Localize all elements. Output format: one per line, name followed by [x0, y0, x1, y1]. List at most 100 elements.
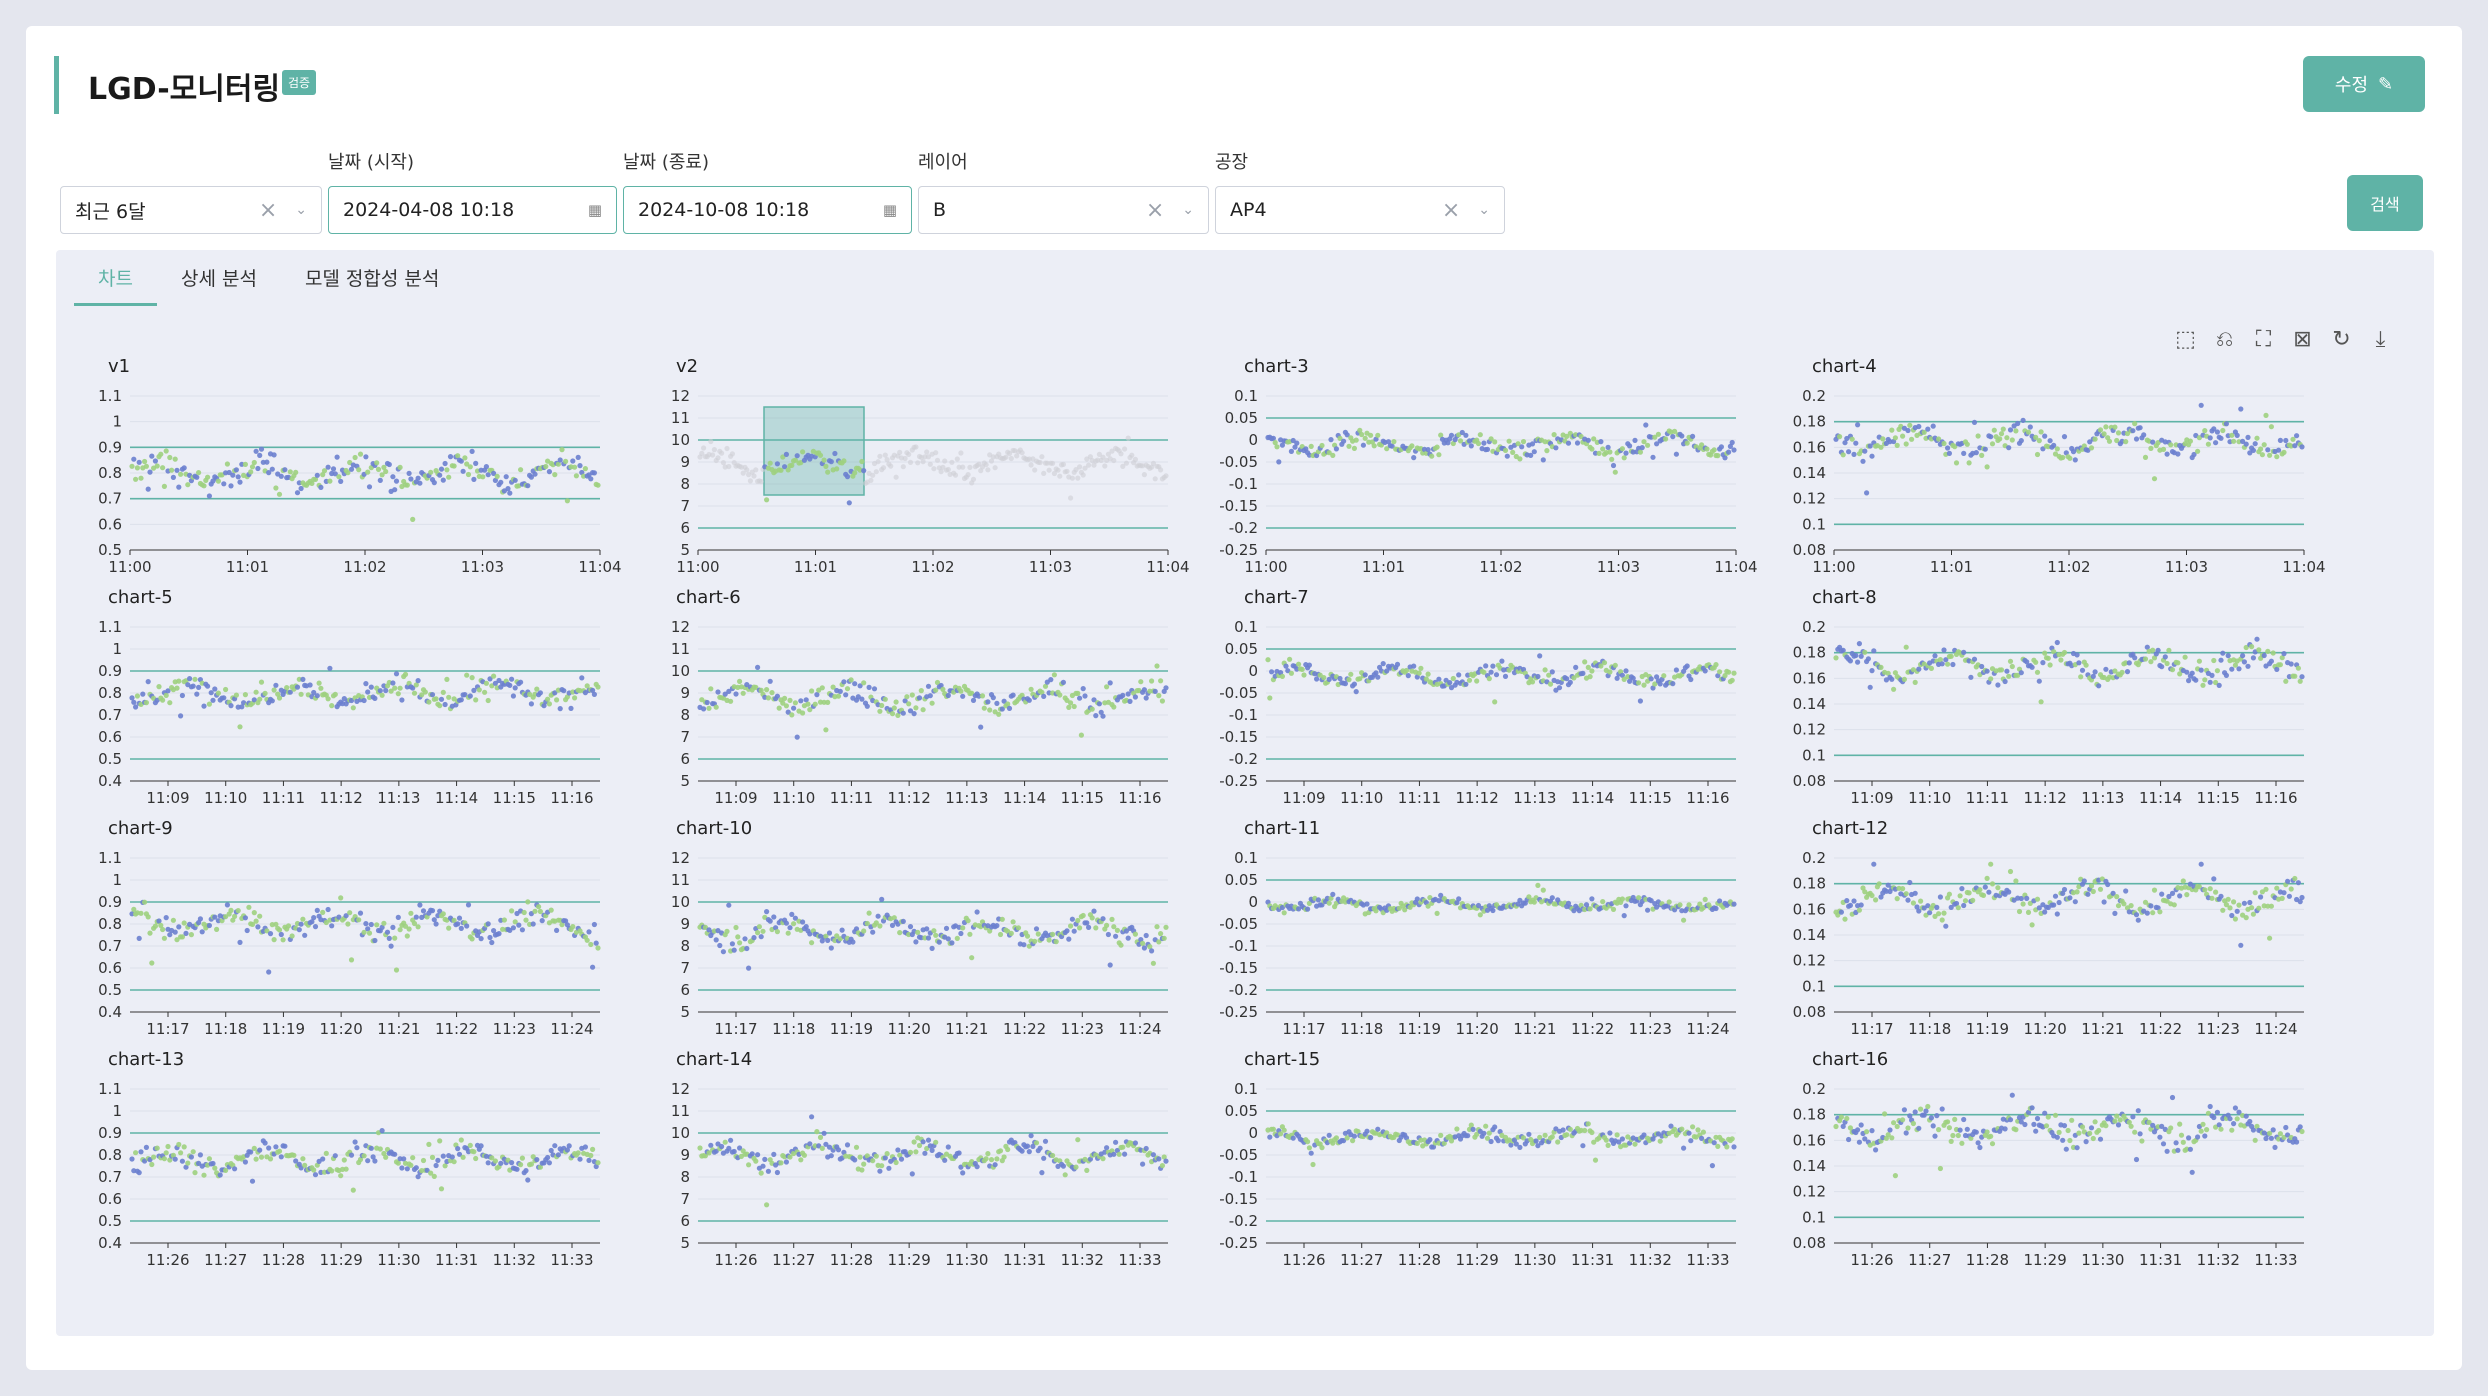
point-series-a — [850, 939, 856, 945]
point-series-a — [907, 459, 914, 465]
zoom-back-icon[interactable]: ⎌ — [2215, 327, 2234, 352]
point-series-b — [1438, 1132, 1444, 1138]
point-series-b — [489, 1155, 495, 1161]
point-series-b — [223, 686, 229, 693]
point-series-b — [1158, 467, 1164, 473]
point-series-b — [554, 697, 560, 703]
point-series-a — [429, 692, 436, 698]
zoom-icon[interactable]: ⬚ — [2175, 327, 2196, 352]
point-series-b — [1348, 671, 1354, 677]
tab-detail-analysis[interactable]: 상세 분석 — [180, 268, 257, 290]
y-tick-label: 0.16 — [1793, 438, 1826, 456]
point-series-b — [1892, 1173, 1898, 1179]
x-tick-label: 11:31 — [1571, 1251, 1614, 1269]
point-series-a — [206, 922, 212, 929]
download-icon[interactable]: ⤓ — [2375, 327, 2386, 352]
y-tick-label: 10 — [671, 662, 690, 680]
point-series-b — [841, 458, 847, 464]
restore-icon[interactable]: ↻ — [2332, 327, 2351, 352]
scatter-chart-3[interactable]: chart-30.10.050-0.05-0.1-0.15-0.2-0.2511… — [1196, 350, 1757, 580]
point-series-b — [410, 1155, 416, 1161]
factory-select[interactable]: AP4 × ⌄ — [1215, 186, 1505, 234]
point-series-b — [1984, 464, 1990, 470]
clear-icon[interactable]: × — [1441, 197, 1461, 223]
x-tick-label: 11:12 — [1456, 789, 1499, 807]
x-tick-label: 11:16 — [550, 789, 593, 807]
point-series-b — [325, 696, 331, 702]
point-series-a — [1959, 886, 1965, 892]
clear-select-icon[interactable]: ⊠ — [2293, 327, 2312, 352]
point-series-a — [1360, 442, 1366, 448]
point-series-a — [893, 474, 899, 480]
start-date-input[interactable]: 2024-04-08 10:18 ▦ — [328, 186, 617, 234]
point-series-b — [2178, 1132, 2185, 1138]
scatter-chart-11[interactable]: chart-110.10.050-0.05-0.1-0.15-0.2-0.251… — [1196, 812, 1756, 1042]
point-series-b — [158, 922, 164, 928]
clear-icon[interactable]: × — [1145, 197, 1165, 223]
point-series-a — [902, 698, 908, 704]
point-series-a — [528, 474, 534, 480]
clear-icon[interactable]: × — [258, 197, 278, 223]
point-series-a — [1842, 440, 1848, 446]
x-tick-label: 11:15 — [2197, 789, 2240, 807]
point-series-b — [584, 683, 590, 689]
search-button[interactable]: 검색 — [2347, 175, 2423, 231]
point-series-a — [507, 490, 513, 496]
point-series-a — [794, 734, 800, 740]
tab-chart[interactable]: 차트 — [74, 262, 157, 306]
point-series-b — [1010, 919, 1016, 925]
point-series-a — [1456, 672, 1462, 678]
point-series-a — [844, 1142, 851, 1148]
point-series-a — [514, 1166, 520, 1172]
point-series-b — [1441, 1140, 1447, 1146]
point-series-a — [2083, 1139, 2089, 1145]
point-series-a — [2155, 905, 2161, 911]
point-series-a — [1846, 1136, 1852, 1143]
point-series-a — [1091, 908, 1097, 914]
point-series-b — [2015, 672, 2021, 678]
point-series-a — [1964, 1126, 1970, 1132]
point-series-b — [223, 1167, 229, 1173]
point-series-a — [992, 1162, 998, 1168]
layer-select[interactable]: B × ⌄ — [918, 186, 1209, 234]
point-series-b — [1589, 668, 1595, 674]
point-series-a — [1163, 1158, 1169, 1164]
point-series-b — [163, 1150, 169, 1156]
scatter-chart-5[interactable]: chart-51.110.90.80.70.60.50.411:09 11:10 1… — [60, 581, 620, 811]
point-series-b — [215, 690, 221, 696]
point-series-b — [2200, 682, 2206, 688]
point-series-b — [1842, 916, 1848, 922]
tab-model-consistency[interactable]: 모델 정합성 분석 — [304, 268, 440, 290]
point-series-b — [983, 462, 989, 468]
point-series-a — [722, 691, 728, 697]
scatter-chart-1[interactable]: v11.110.90.80.70.60.511:00 11:01 11:02 11:0… — [60, 350, 621, 580]
point-series-b — [1068, 495, 1074, 501]
scatter-chart-13[interactable]: chart-131.110.90.80.70.60.50.411:26 11:27… — [60, 1043, 620, 1273]
scatter-chart-7[interactable]: chart-70.10.050-0.05-0.1-0.15-0.2-0.2511… — [1196, 581, 1756, 811]
y-tick-label: 0.05 — [1225, 409, 1258, 427]
edit-button[interactable]: 수정 ✎ — [2303, 56, 2425, 112]
point-series-b — [1427, 895, 1433, 901]
point-series-b — [257, 913, 263, 919]
point-series-b — [1910, 1120, 1916, 1127]
point-series-a — [1069, 916, 1075, 922]
x-tick-label: 11:20 — [320, 1020, 363, 1038]
point-series-b — [809, 688, 815, 694]
scatter-chart-15[interactable]: chart-150.10.050-0.05-0.1-0.15-0.2-0.251… — [1196, 1043, 1756, 1273]
point-series-b — [555, 461, 561, 467]
end-date-input[interactable]: 2024-10-08 10:18 ▦ — [623, 186, 912, 234]
select-rect-icon[interactable]: ⛶ — [2255, 327, 2272, 352]
period-preset-select[interactable]: 최근 6달 × ⌄ — [60, 186, 322, 234]
point-series-b — [1540, 887, 1546, 893]
point-series-a — [1288, 448, 1294, 454]
scatter-points — [1265, 1121, 1737, 1169]
scatter-chart-9[interactable]: chart-91.110.90.80.70.60.50.411:17 11:18 1… — [60, 812, 620, 1042]
